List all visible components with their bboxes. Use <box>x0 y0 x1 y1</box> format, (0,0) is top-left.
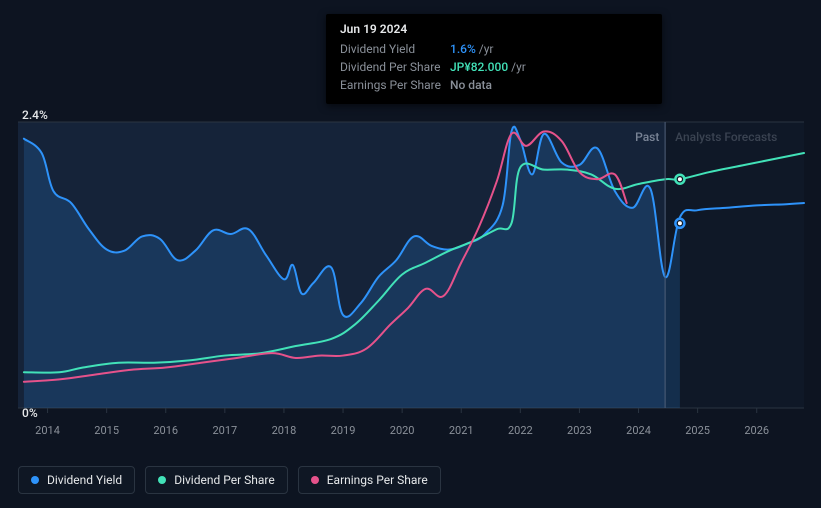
tooltip-row-label: Dividend Yield <box>340 40 450 58</box>
x-axis-label: 2014 <box>35 424 60 437</box>
legend-item-label: Earnings Per Share <box>327 473 428 487</box>
tooltip-row-value: No data <box>450 76 492 94</box>
tooltip-row-label: Dividend Per Share <box>340 58 450 76</box>
tooltip-row: Earnings Per Share No data <box>340 76 648 94</box>
x-axis: 2014 2015 2016 2017 2018 2019 2020 2021 2022 2023… <box>18 418 804 440</box>
x-axis-label: 2021 <box>449 424 474 437</box>
legend-dot-icon <box>158 476 166 484</box>
x-axis-label: 2016 <box>153 424 178 437</box>
legend-item-dividend-per-share[interactable]: Dividend Per Share <box>145 466 288 494</box>
legend-item-dividend-yield[interactable]: Dividend Yield <box>18 466 135 494</box>
chart-svg <box>18 122 804 408</box>
x-axis-label: 2024 <box>626 424 651 437</box>
tooltip-row: Dividend Per Share JP¥82.000 /yr <box>340 58 648 76</box>
tooltip-date: Jun 19 2024 <box>340 22 648 36</box>
hover-tooltip: Jun 19 2024 Dividend Yield 1.6% /yr Divi… <box>326 14 662 104</box>
legend-item-label: Dividend Yield <box>47 473 122 487</box>
x-axis-label: 2020 <box>390 424 415 437</box>
legend-dot-icon <box>31 476 39 484</box>
legend-item-earnings-per-share[interactable]: Earnings Per Share <box>298 466 441 494</box>
x-axis-label: 2019 <box>331 424 356 437</box>
x-axis-label: 2017 <box>212 424 237 437</box>
legend: Dividend Yield Dividend Per Share Earnin… <box>18 466 441 494</box>
tooltip-row-value: 1.6% /yr <box>450 40 494 58</box>
legend-item-label: Dividend Per Share <box>174 473 275 487</box>
x-axis-label: 2022 <box>508 424 533 437</box>
x-axis-label: 2023 <box>567 424 592 437</box>
chart-plot-area[interactable] <box>18 122 804 408</box>
x-axis-label: 2025 <box>685 424 710 437</box>
x-axis-label: 2026 <box>744 424 769 437</box>
y-axis-max-label: 2.4% <box>22 108 48 122</box>
x-axis-label: 2018 <box>272 424 297 437</box>
x-axis-label: 2015 <box>94 424 119 437</box>
tooltip-row-label: Earnings Per Share <box>340 76 450 94</box>
tooltip-row: Dividend Yield 1.6% /yr <box>340 40 648 58</box>
legend-dot-icon <box>311 476 319 484</box>
tooltip-row-value: JP¥82.000 /yr <box>450 58 526 76</box>
